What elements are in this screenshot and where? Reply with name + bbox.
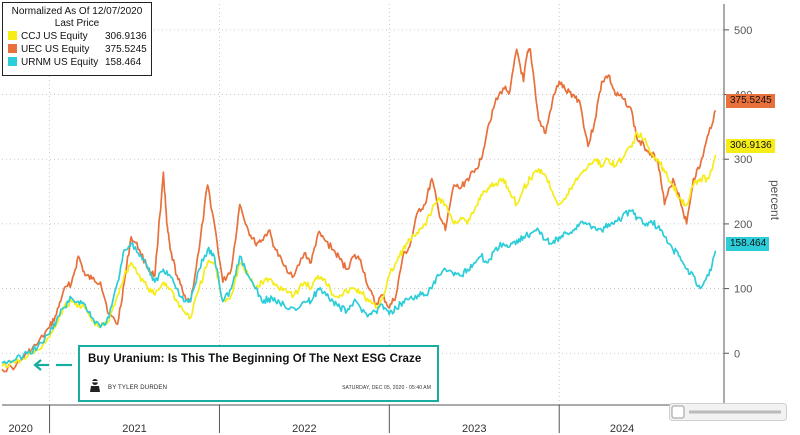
y-tick-label: 100 [734, 284, 752, 296]
legend-entry-ccj: CCJ US Equity 306.9136 [8, 31, 147, 43]
y-tick-label: 500 [734, 25, 752, 37]
legend-swatch-urnm [8, 57, 17, 66]
chart-legend: Normalized As Of 12/07/2020 Last Price C… [2, 2, 152, 76]
legend-title: Normalized As Of 12/07/2020 [11, 6, 143, 17]
axes: 010020030040050020202021202220232024 [2, 4, 752, 435]
legend-entry-uec: UEC US Equity 375.5245 [8, 44, 147, 56]
legend-value-urnm: 158.464 [105, 57, 142, 68]
y-tick-label: 0 [734, 348, 740, 360]
series-line-urnm [1, 209, 717, 365]
legend-swatch-uec [8, 44, 17, 53]
x-tick-label: 2021 [122, 423, 146, 435]
legend-entry-urnm: URNM US Equity 158.464 [8, 57, 141, 69]
last-value-tag-uec: 375.5245 [726, 94, 775, 108]
series-line-uec [1, 47, 717, 373]
x-tick-label: 2023 [462, 423, 486, 435]
y-axis-label: percent [768, 180, 782, 221]
last-value-tag-urnm: 158.464 [726, 237, 770, 251]
legend-name-uec: UEC US Equity [21, 44, 90, 55]
y-tick-label: 200 [734, 219, 752, 231]
legend-value-ccj: 306.9136 [105, 31, 147, 42]
x-tick-label: 2020 [8, 423, 32, 435]
legend-name-ccj: CCJ US Equity [21, 31, 88, 42]
legend-subtitle: Last Price [54, 18, 100, 29]
x-tick-label: 2022 [292, 423, 316, 435]
news-date: SATURDAY, DEC 05, 2020 - 05:40 AM [342, 385, 431, 391]
last-value-tag-ccj: 306.9136 [726, 139, 775, 153]
series-lines [1, 47, 717, 373]
x-tick-label: 2024 [610, 423, 634, 435]
legend-swatch-ccj [8, 31, 17, 40]
view-toggle-control[interactable] [669, 403, 787, 421]
news-author: BY TYLER DURDEN [108, 385, 168, 391]
legend-name-urnm: URNM US Equity [21, 57, 99, 68]
y-tick-label: 300 [734, 154, 752, 166]
arrow-icon [33, 359, 72, 371]
legend-value-uec: 375.5245 [105, 44, 147, 55]
author-avatar-icon [90, 379, 100, 392]
news-headline[interactable]: Buy Uranium: Is This The Beginning Of Th… [88, 353, 422, 365]
series-line-ccj [1, 131, 717, 369]
news-card[interactable]: Buy Uranium: Is This The Beginning Of Th… [78, 345, 439, 402]
